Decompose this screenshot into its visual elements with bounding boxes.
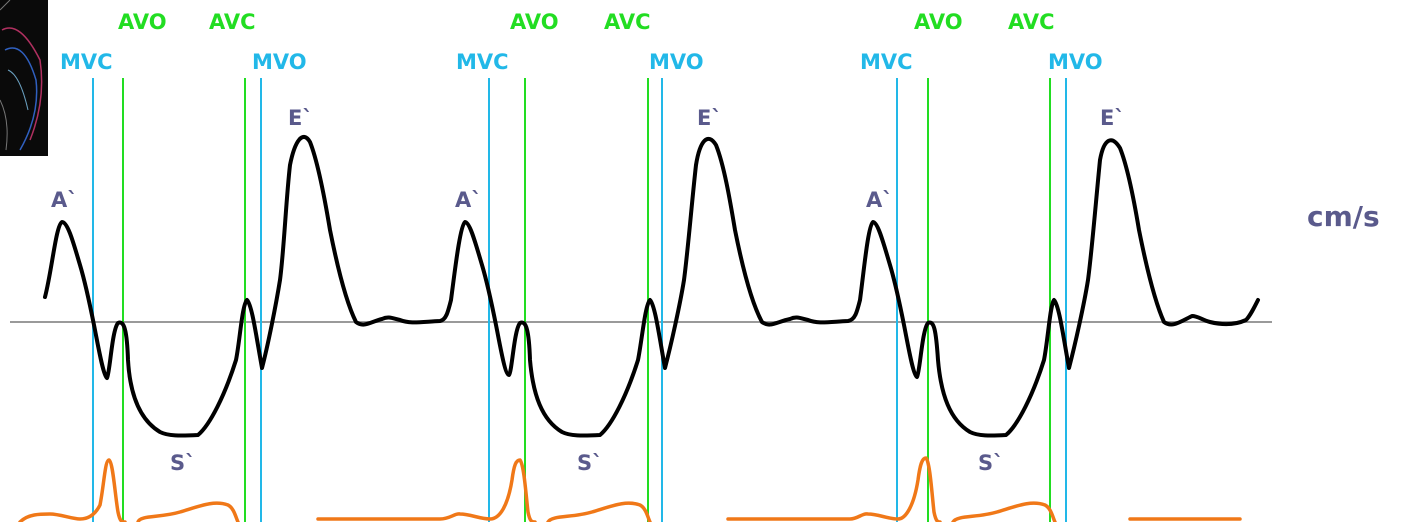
avo-label-3: AVO bbox=[914, 10, 963, 34]
unit-label: cm/s bbox=[1307, 200, 1380, 233]
s-wave-label-1: S` bbox=[170, 451, 196, 475]
e-wave-label-2: E` bbox=[697, 106, 722, 130]
avo-label-2: AVO bbox=[510, 10, 559, 34]
a-wave-label-1: A` bbox=[51, 188, 78, 212]
tissue-velocity-trace bbox=[43, 135, 1260, 438]
avc-label-2: AVC bbox=[604, 10, 651, 34]
e-wave-label-1: E` bbox=[288, 106, 313, 130]
a-wave-label-3: A` bbox=[866, 188, 893, 212]
mvc-label-1: MVC bbox=[60, 50, 113, 74]
mvc-label-3: MVC bbox=[860, 50, 913, 74]
s-wave-label-3: S` bbox=[978, 451, 1004, 475]
mvc-label-2: MVC bbox=[456, 50, 509, 74]
avc-label-3: AVC bbox=[1008, 10, 1055, 34]
mvo-label-1: MVO bbox=[252, 50, 307, 74]
avo-label-1: AVO bbox=[118, 10, 167, 34]
avc-label-1: AVC bbox=[209, 10, 256, 34]
echo-thumbnail bbox=[0, 0, 48, 156]
e-wave-label-3: E` bbox=[1100, 106, 1125, 130]
ecg-trace bbox=[18, 456, 1242, 522]
mvo-label-3: MVO bbox=[1048, 50, 1103, 74]
mvo-label-2: MVO bbox=[649, 50, 704, 74]
a-wave-label-2: A` bbox=[455, 188, 482, 212]
s-wave-label-2: S` bbox=[577, 451, 603, 475]
